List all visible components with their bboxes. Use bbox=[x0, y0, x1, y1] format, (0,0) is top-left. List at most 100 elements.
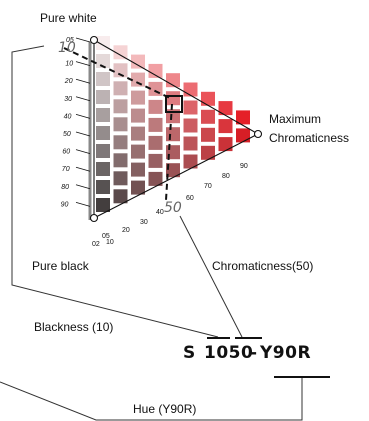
color-swatch bbox=[183, 154, 198, 169]
color-swatch bbox=[166, 127, 180, 142]
color-swatch bbox=[183, 136, 198, 151]
blackness-tick: 50 bbox=[63, 131, 71, 138]
color-swatch bbox=[148, 153, 163, 168]
color-swatch bbox=[236, 128, 250, 143]
color-swatch bbox=[201, 109, 215, 124]
chromaticness-label: Chromaticness bbox=[269, 131, 349, 145]
hue-leader bbox=[0, 378, 303, 421]
chromaticness-tick: 20 bbox=[122, 227, 130, 234]
chromaticness-50-label: Chromaticness(50) bbox=[212, 259, 313, 273]
color-swatch bbox=[131, 72, 145, 87]
color-swatch bbox=[131, 54, 145, 69]
pure-white-node bbox=[89, 35, 99, 45]
color-swatch bbox=[201, 145, 215, 160]
triangle-outline bbox=[88, 35, 263, 223]
color-swatch bbox=[166, 163, 180, 178]
color-swatch bbox=[218, 137, 233, 152]
color-swatch bbox=[131, 144, 145, 159]
pure-black-node bbox=[89, 213, 99, 223]
color-swatch bbox=[113, 171, 128, 186]
highlighted-swatch bbox=[165, 95, 183, 113]
color-swatch bbox=[148, 135, 163, 150]
color-swatch-grid bbox=[96, 36, 250, 212]
blackness-tick-mark bbox=[75, 114, 91, 119]
notation-hue: Y90R bbox=[259, 343, 311, 363]
color-swatch bbox=[113, 117, 128, 132]
blackness-tick-mark bbox=[75, 184, 91, 190]
color-swatch bbox=[201, 91, 215, 106]
maximum-chromaticness-node bbox=[253, 129, 263, 139]
blackness-tick: 40 bbox=[64, 113, 72, 120]
color-swatch bbox=[96, 36, 110, 50]
black-to-full-color-edge bbox=[93, 133, 259, 219]
color-swatch bbox=[113, 45, 128, 60]
color-swatch bbox=[96, 144, 110, 158]
color-swatch bbox=[131, 162, 145, 177]
chromaticness-tick: 80 bbox=[222, 173, 230, 180]
color-swatch bbox=[236, 110, 250, 125]
color-swatch bbox=[183, 82, 198, 97]
color-swatch bbox=[183, 100, 198, 115]
color-swatch bbox=[113, 99, 128, 114]
color-swatch bbox=[166, 91, 180, 106]
color-swatch bbox=[113, 81, 128, 96]
chromaticness-highlight-value: 50 bbox=[164, 200, 182, 216]
color-swatch bbox=[113, 63, 128, 78]
color-swatch bbox=[148, 171, 163, 186]
color-swatch bbox=[96, 198, 110, 212]
color-swatch bbox=[148, 63, 163, 78]
color-swatch bbox=[96, 180, 110, 194]
ncs-notation: S 1050 - Y90R bbox=[183, 343, 311, 363]
chromaticness-leader bbox=[179, 215, 243, 338]
hue-y90r-label: Hue (Y90R) bbox=[133, 402, 196, 416]
color-swatch bbox=[131, 90, 145, 105]
color-swatch bbox=[113, 153, 128, 168]
color-swatch bbox=[113, 189, 128, 204]
blackness-10-label: Blackness (10) bbox=[34, 320, 113, 334]
color-swatch bbox=[218, 119, 233, 134]
color-swatch bbox=[96, 126, 110, 140]
notation-prefix: S bbox=[183, 343, 196, 363]
notation-nuance: 1050 bbox=[204, 343, 253, 363]
color-swatch bbox=[131, 108, 145, 123]
color-swatch bbox=[218, 101, 233, 116]
color-swatch bbox=[113, 135, 128, 150]
chromaticness-tick: 10 bbox=[106, 239, 114, 246]
white-to-full-color-edge bbox=[93, 39, 259, 135]
color-swatch bbox=[96, 72, 110, 86]
chromaticness-tick: 05 bbox=[102, 233, 110, 240]
blackness-tick: 30 bbox=[64, 96, 72, 103]
blackness-tick: 60 bbox=[62, 149, 70, 156]
blackness-tick-mark bbox=[75, 131, 91, 137]
notation-brackets bbox=[207, 337, 330, 378]
blackness-highlight-value: 10 bbox=[58, 40, 76, 56]
chromaticness-tick: 70 bbox=[204, 183, 212, 190]
chromaticness-guide-line bbox=[165, 103, 173, 201]
blackness-tick: 70 bbox=[62, 166, 70, 173]
blackness-tick-mark bbox=[75, 78, 91, 84]
color-swatch bbox=[96, 90, 110, 104]
maximum-label: Maximum bbox=[269, 112, 321, 126]
color-swatch bbox=[96, 108, 110, 122]
chromaticness-tick: 30 bbox=[140, 219, 148, 226]
color-swatch bbox=[131, 180, 145, 195]
blackness-tick: 90 bbox=[61, 201, 69, 208]
blackness-tick-mark bbox=[75, 37, 91, 43]
color-swatch bbox=[148, 117, 163, 132]
chromaticness-tick: 02 bbox=[92, 241, 100, 248]
blackness-tick-mark bbox=[75, 166, 91, 172]
blackness-tick-mark bbox=[75, 149, 91, 154]
blackness-tick: 20 bbox=[64, 78, 73, 85]
blackness-tick: 10 bbox=[65, 61, 73, 68]
blackness-tick-mark bbox=[75, 96, 91, 102]
leader-lines bbox=[0, 45, 303, 421]
pure-black-label: Pure black bbox=[32, 259, 90, 273]
blackness-tick-mark bbox=[75, 61, 91, 66]
blackness-tick: 05 bbox=[66, 37, 74, 44]
blackness-leader bbox=[11, 45, 219, 338]
chromaticness-tick: 40 bbox=[156, 209, 164, 216]
notation-hyphen: - bbox=[250, 343, 258, 363]
